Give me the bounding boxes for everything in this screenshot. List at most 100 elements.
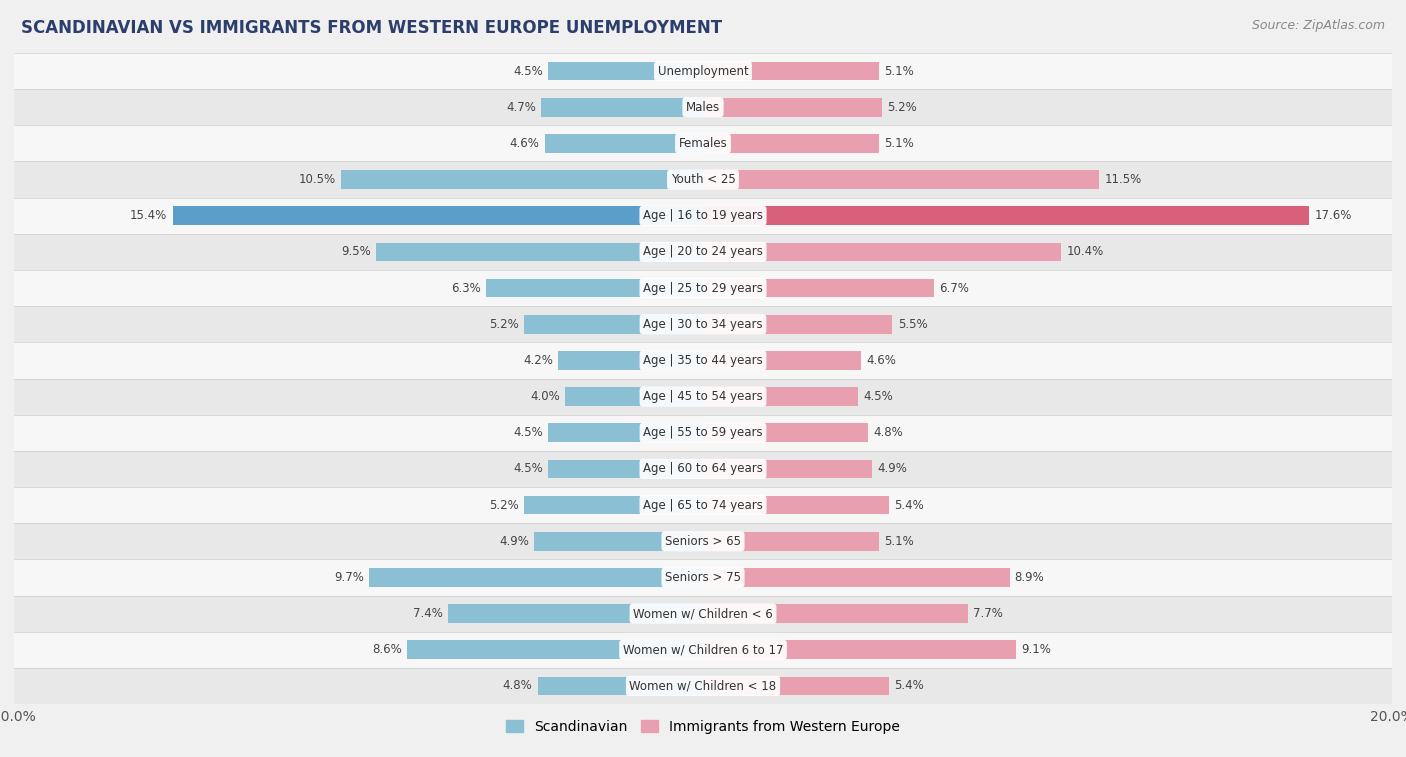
Text: Age | 65 to 74 years: Age | 65 to 74 years <box>643 499 763 512</box>
Text: Age | 20 to 24 years: Age | 20 to 24 years <box>643 245 763 258</box>
Bar <box>544 134 703 153</box>
Text: 5.1%: 5.1% <box>884 137 914 150</box>
Bar <box>703 242 1062 261</box>
Bar <box>368 568 703 587</box>
Bar <box>703 170 1099 189</box>
Text: Women w/ Children < 18: Women w/ Children < 18 <box>630 680 776 693</box>
Text: 5.2%: 5.2% <box>489 318 519 331</box>
Legend: Scandinavian, Immigrants from Western Europe: Scandinavian, Immigrants from Western Eu… <box>501 715 905 740</box>
Bar <box>534 532 703 550</box>
Text: 4.8%: 4.8% <box>873 426 903 439</box>
Bar <box>548 61 703 80</box>
Bar <box>703 459 872 478</box>
Text: 15.4%: 15.4% <box>131 209 167 223</box>
Text: 4.2%: 4.2% <box>523 354 553 367</box>
Bar <box>524 496 703 515</box>
Bar <box>703 61 879 80</box>
Bar <box>14 198 1392 234</box>
Text: 4.8%: 4.8% <box>503 680 533 693</box>
Text: 4.0%: 4.0% <box>530 390 560 403</box>
Bar <box>486 279 703 298</box>
Text: 4.5%: 4.5% <box>513 426 543 439</box>
Text: 4.5%: 4.5% <box>863 390 893 403</box>
Text: 5.1%: 5.1% <box>884 534 914 548</box>
Text: Youth < 25: Youth < 25 <box>671 173 735 186</box>
Text: Females: Females <box>679 137 727 150</box>
Text: Women w/ Children 6 to 17: Women w/ Children 6 to 17 <box>623 643 783 656</box>
Bar <box>703 387 858 406</box>
Bar <box>565 387 703 406</box>
Bar <box>14 306 1392 342</box>
Text: 5.1%: 5.1% <box>884 64 914 77</box>
Bar <box>524 315 703 334</box>
Text: Age | 60 to 64 years: Age | 60 to 64 years <box>643 463 763 475</box>
Text: Seniors > 75: Seniors > 75 <box>665 571 741 584</box>
Bar <box>537 677 703 696</box>
Bar <box>14 234 1392 270</box>
Text: 5.2%: 5.2% <box>489 499 519 512</box>
Text: Age | 25 to 29 years: Age | 25 to 29 years <box>643 282 763 294</box>
Text: Women w/ Children < 6: Women w/ Children < 6 <box>633 607 773 620</box>
Bar <box>703 98 882 117</box>
Bar <box>558 351 703 370</box>
Bar <box>14 631 1392 668</box>
Text: 5.4%: 5.4% <box>894 680 924 693</box>
Bar <box>406 640 703 659</box>
Text: 5.5%: 5.5% <box>897 318 927 331</box>
Bar <box>703 677 889 696</box>
Bar <box>14 523 1392 559</box>
Text: 4.6%: 4.6% <box>866 354 897 367</box>
Text: 10.4%: 10.4% <box>1066 245 1104 258</box>
Text: 9.7%: 9.7% <box>333 571 364 584</box>
Text: 4.9%: 4.9% <box>877 463 907 475</box>
Bar <box>14 668 1392 704</box>
Bar <box>703 351 862 370</box>
Text: 5.2%: 5.2% <box>887 101 917 114</box>
Text: Unemployment: Unemployment <box>658 64 748 77</box>
Text: 4.5%: 4.5% <box>513 463 543 475</box>
Bar <box>14 53 1392 89</box>
Text: 4.5%: 4.5% <box>513 64 543 77</box>
Text: Age | 45 to 54 years: Age | 45 to 54 years <box>643 390 763 403</box>
Bar <box>548 459 703 478</box>
Text: 17.6%: 17.6% <box>1315 209 1351 223</box>
Bar <box>14 89 1392 126</box>
Text: 6.7%: 6.7% <box>939 282 969 294</box>
Text: 8.6%: 8.6% <box>371 643 402 656</box>
Text: 10.5%: 10.5% <box>299 173 336 186</box>
Bar <box>703 496 889 515</box>
Bar <box>14 451 1392 487</box>
Text: Age | 16 to 19 years: Age | 16 to 19 years <box>643 209 763 223</box>
Text: Age | 35 to 44 years: Age | 35 to 44 years <box>643 354 763 367</box>
Bar <box>14 559 1392 596</box>
Bar <box>703 279 934 298</box>
Bar <box>703 640 1017 659</box>
Text: 9.5%: 9.5% <box>340 245 371 258</box>
Bar <box>703 315 893 334</box>
Bar <box>449 604 703 623</box>
Bar <box>703 604 969 623</box>
Bar <box>375 242 703 261</box>
Text: 5.4%: 5.4% <box>894 499 924 512</box>
Bar <box>548 423 703 442</box>
Bar <box>703 423 869 442</box>
Text: 11.5%: 11.5% <box>1104 173 1142 186</box>
Text: 4.9%: 4.9% <box>499 534 529 548</box>
Text: Age | 55 to 59 years: Age | 55 to 59 years <box>643 426 763 439</box>
Text: 7.4%: 7.4% <box>413 607 443 620</box>
Text: SCANDINAVIAN VS IMMIGRANTS FROM WESTERN EUROPE UNEMPLOYMENT: SCANDINAVIAN VS IMMIGRANTS FROM WESTERN … <box>21 19 723 37</box>
Text: 4.7%: 4.7% <box>506 101 536 114</box>
Bar <box>14 378 1392 415</box>
Bar <box>14 415 1392 451</box>
Text: Seniors > 65: Seniors > 65 <box>665 534 741 548</box>
Text: 6.3%: 6.3% <box>451 282 481 294</box>
Bar <box>703 207 1309 225</box>
Text: 4.6%: 4.6% <box>509 137 540 150</box>
Bar <box>14 126 1392 161</box>
Bar <box>14 161 1392 198</box>
Bar <box>703 134 879 153</box>
Bar <box>342 170 703 189</box>
Text: 8.9%: 8.9% <box>1015 571 1045 584</box>
Text: Age | 30 to 34 years: Age | 30 to 34 years <box>643 318 763 331</box>
Bar <box>14 487 1392 523</box>
